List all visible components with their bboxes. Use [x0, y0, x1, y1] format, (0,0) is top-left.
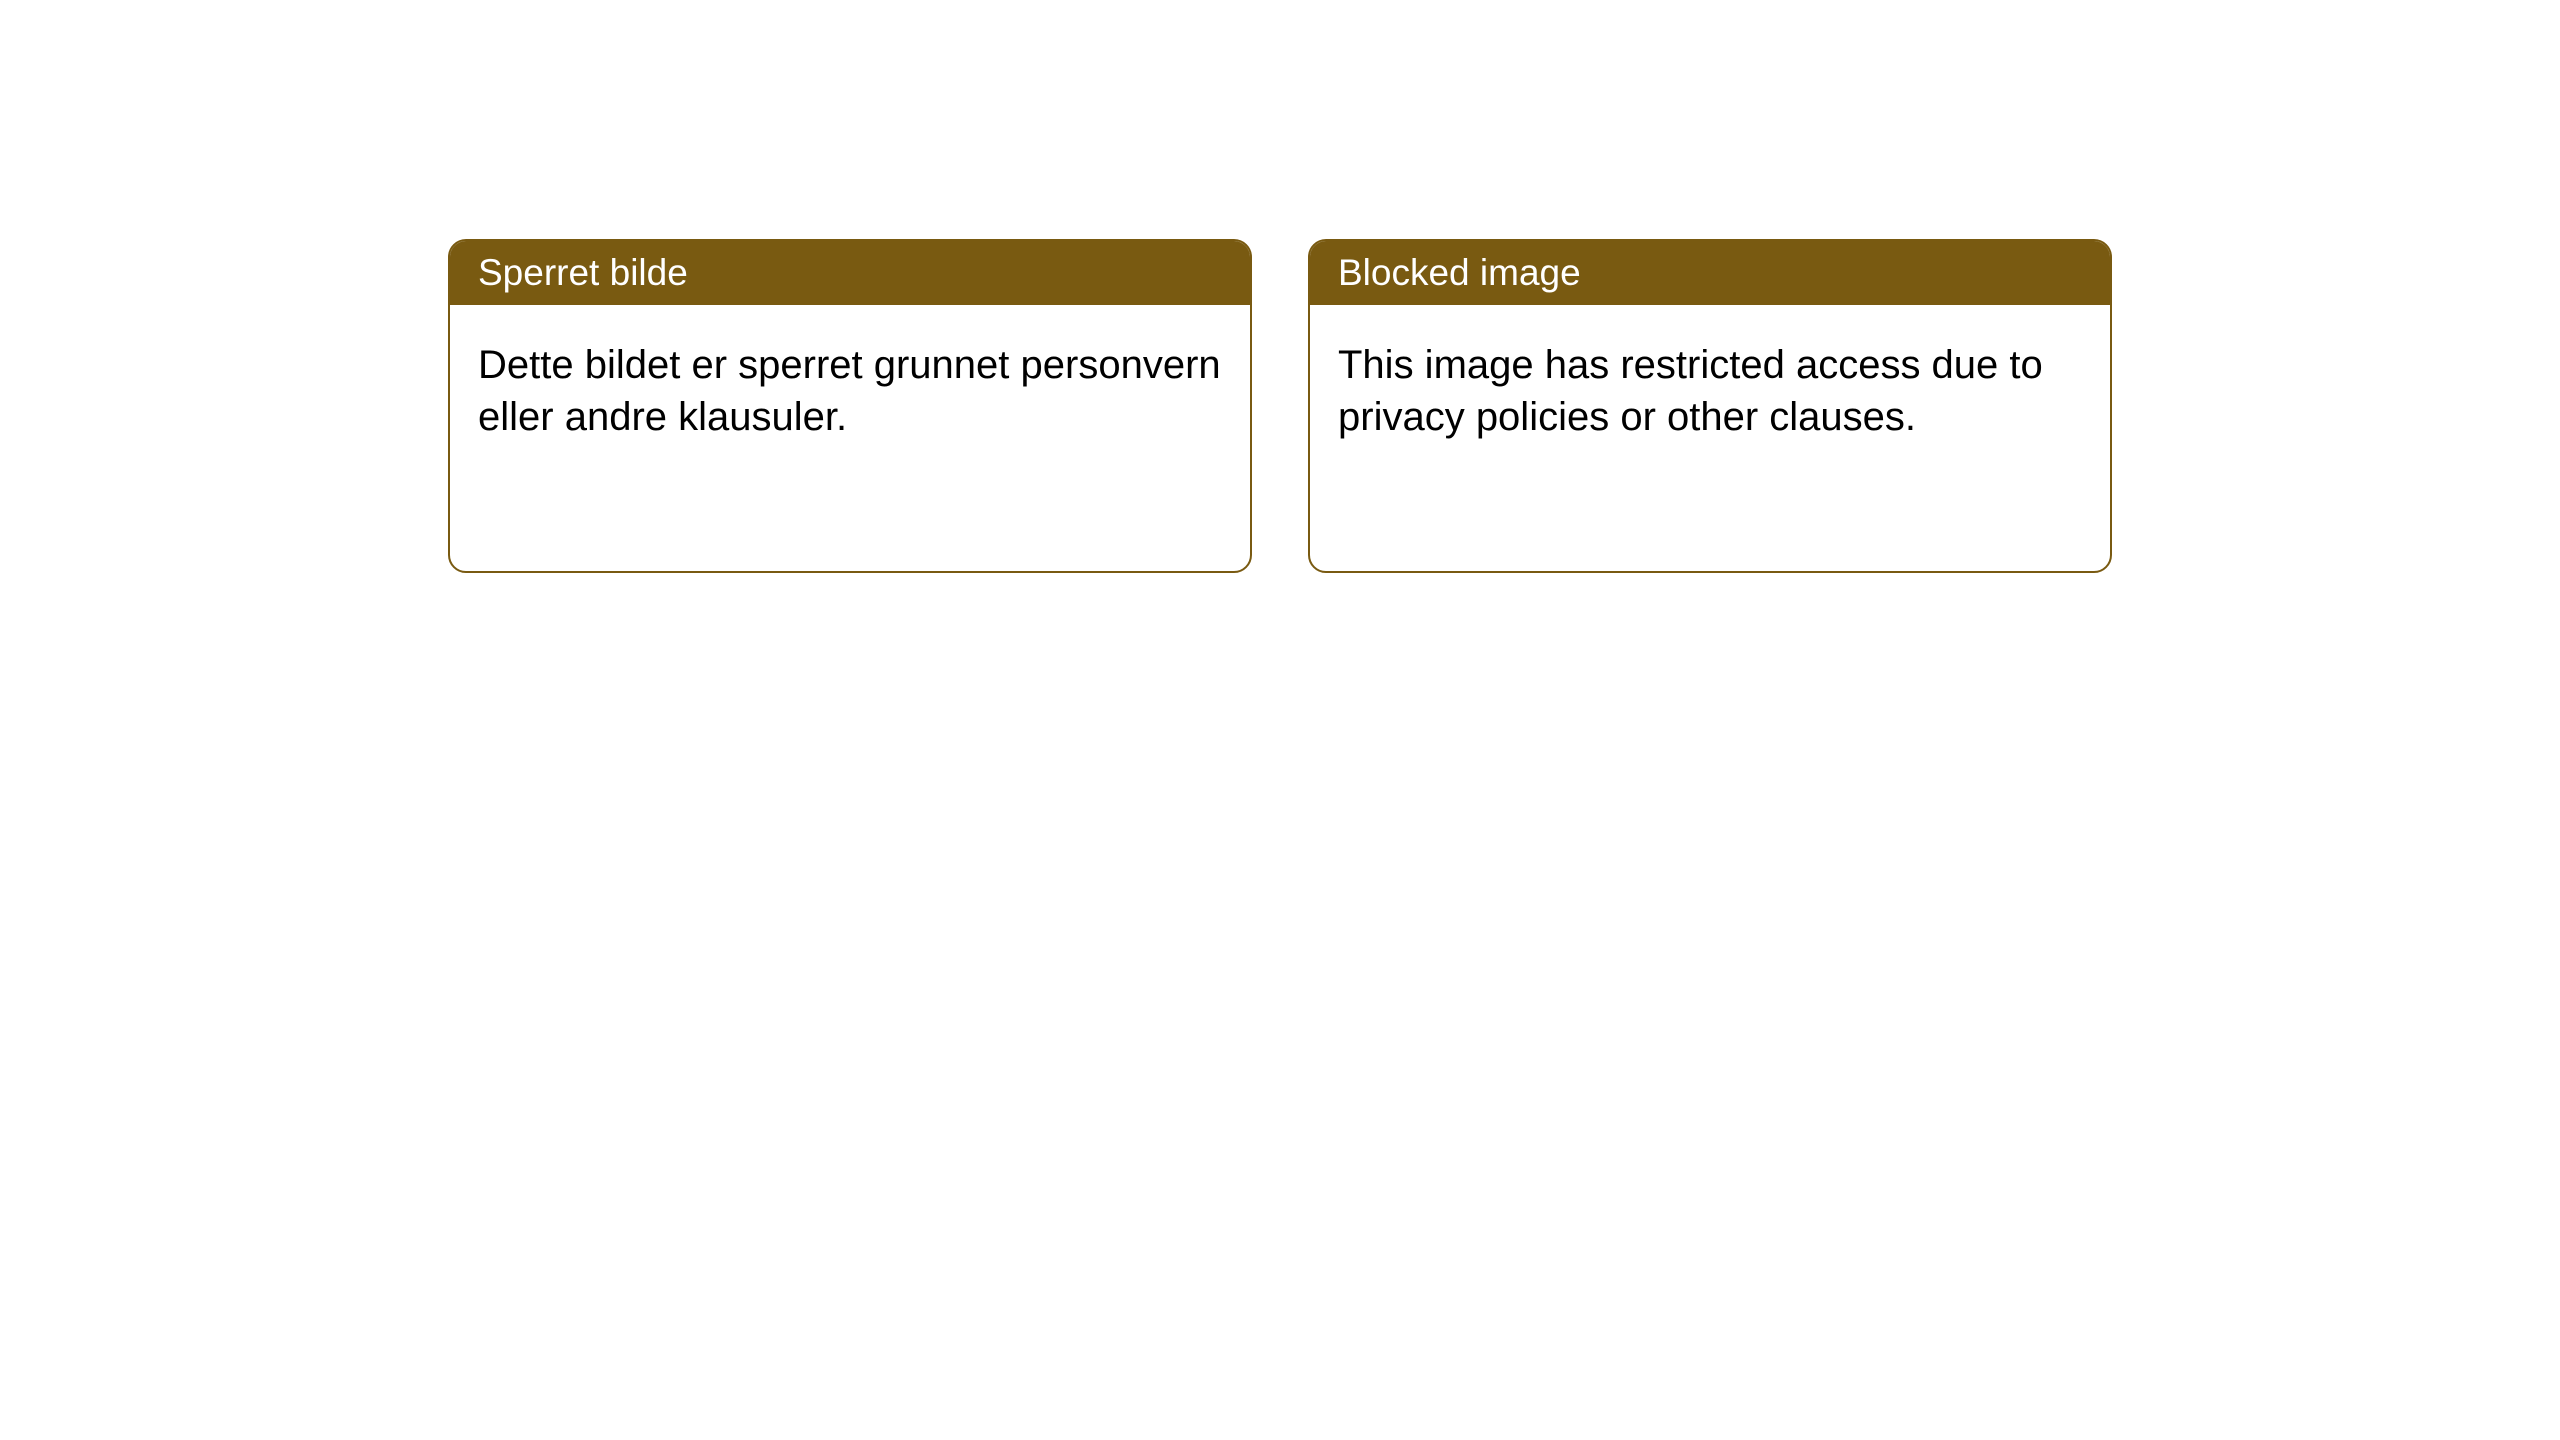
notice-container: Sperret bilde Dette bildet er sperret gr…	[448, 239, 2112, 573]
card-body-text: This image has restricted access due to …	[1338, 343, 2043, 439]
card-body: This image has restricted access due to …	[1310, 305, 2110, 477]
card-body-text: Dette bildet er sperret grunnet personve…	[478, 343, 1221, 439]
blocked-image-card-no: Sperret bilde Dette bildet er sperret gr…	[448, 239, 1252, 573]
card-header: Blocked image	[1310, 241, 2110, 305]
card-title: Sperret bilde	[478, 252, 688, 293]
card-header: Sperret bilde	[450, 241, 1250, 305]
blocked-image-card-en: Blocked image This image has restricted …	[1308, 239, 2112, 573]
card-body: Dette bildet er sperret grunnet personve…	[450, 305, 1250, 477]
card-title: Blocked image	[1338, 252, 1581, 293]
